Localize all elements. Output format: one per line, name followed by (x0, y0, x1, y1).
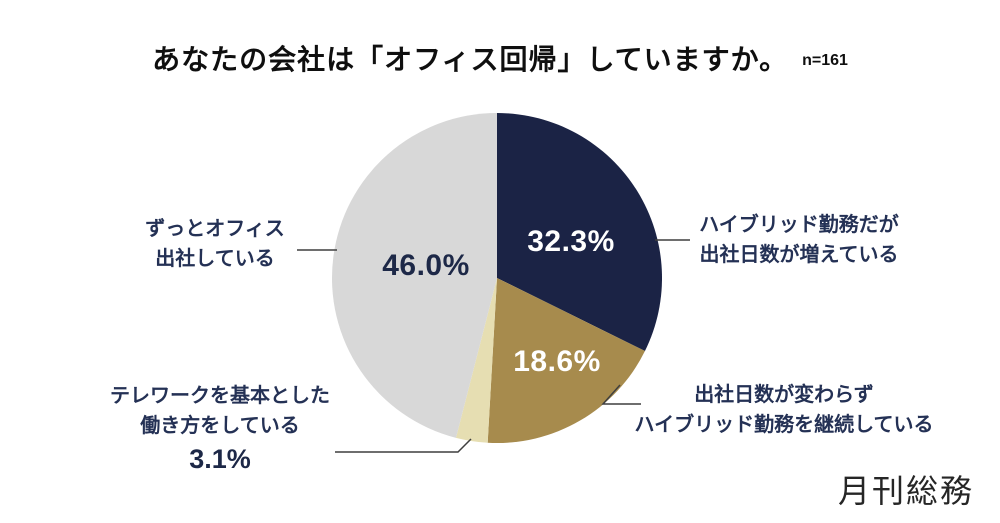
leader-line-hybrid-unchanged (601, 384, 641, 405)
pie-slice-0 (497, 113, 663, 352)
chart-title: あなたの会社は「オフィス回帰」していますか。 (152, 44, 789, 75)
callout-hybrid-increasing: ハイブリッド勤務だが 出社日数が増えている (699, 210, 899, 270)
callout-telework: テレワークを基本とした 働き方をしている 3.1% (110, 381, 330, 475)
brand-logo: 月刊総務 (837, 473, 974, 509)
value-label-hybrid-increasing: 32.3% (527, 225, 615, 258)
value-label-always-office: 46.0% (382, 249, 470, 282)
callout-hybrid-increasing-line2: 出社日数が増えている (699, 244, 899, 266)
leader-line-telework (335, 438, 472, 453)
pie-slices-group (331, 113, 663, 444)
callout-hybrid-increasing-line1: ハイブリッド勤務だが (699, 214, 899, 236)
value-label-telework: 3.1% (189, 444, 251, 474)
pie-slice-2 (455, 278, 497, 443)
pie-slice-3 (331, 113, 497, 438)
callout-hybrid-unchanged-line1: 出社日数が変わらず (694, 384, 874, 406)
callout-always-office: ずっとオフィス 出社している (145, 214, 285, 274)
callout-always-office-line1: ずっとオフィス (145, 218, 285, 240)
callout-hybrid-unchanged: 出社日数が変わらず ハイブリッド勤務を継続している (635, 380, 934, 440)
callout-always-office-line2: 出社している (155, 248, 275, 270)
value-label-hybrid-unchanged: 18.6% (513, 345, 601, 378)
title-row: あなたの会社は「オフィス回帰」していますか。 n=161 (0, 38, 1000, 78)
callout-telework-line2: 働き方をしている (140, 415, 300, 437)
leader-lines-group (297, 239, 690, 453)
callout-hybrid-unchanged-line2: ハイブリッド勤務を継続している (634, 414, 934, 436)
callout-telework-line1: テレワークを基本とした (110, 385, 330, 407)
sample-size-label: n=161 (802, 52, 848, 69)
